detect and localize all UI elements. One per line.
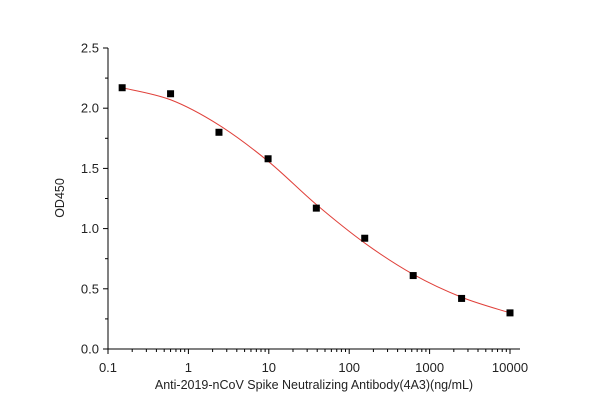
data-point [215,128,223,136]
y-tick-label: 0.0 [81,342,99,357]
x-tick-label: 100 [338,360,360,375]
data-points [118,84,514,317]
y-tick-label: 2.0 [81,101,99,116]
data-point [506,309,514,317]
x-tick-label: 10 [262,360,276,375]
y-ticks: 0.0 0.5 1.0 1.5 2.0 2.5 [81,41,108,357]
fit-curve [122,87,511,314]
y-tick-label: 2.5 [81,41,99,56]
y-axis-title: OD450 [53,178,67,218]
data-point [118,84,126,92]
y-tick-label: 1.0 [81,221,99,236]
x-axis-title: Anti-2019-nCoV Spike Neutralizing Antibo… [155,378,473,392]
data-point [361,234,369,242]
x-tick-label: 1 [185,360,192,375]
x-tick-label: 1000 [415,360,444,375]
x-tick-label: 10000 [492,360,528,375]
data-point [409,272,417,280]
data-point [312,204,320,212]
data-point [167,90,175,98]
y-tick-label: 1.5 [81,161,99,176]
data-point [458,294,466,302]
x-tick-label: 0.1 [99,360,117,375]
data-point [264,155,272,163]
x-ticks: 0.1 1 10 100 1000 10000 [99,349,528,375]
y-tick-label: 0.5 [81,281,99,296]
